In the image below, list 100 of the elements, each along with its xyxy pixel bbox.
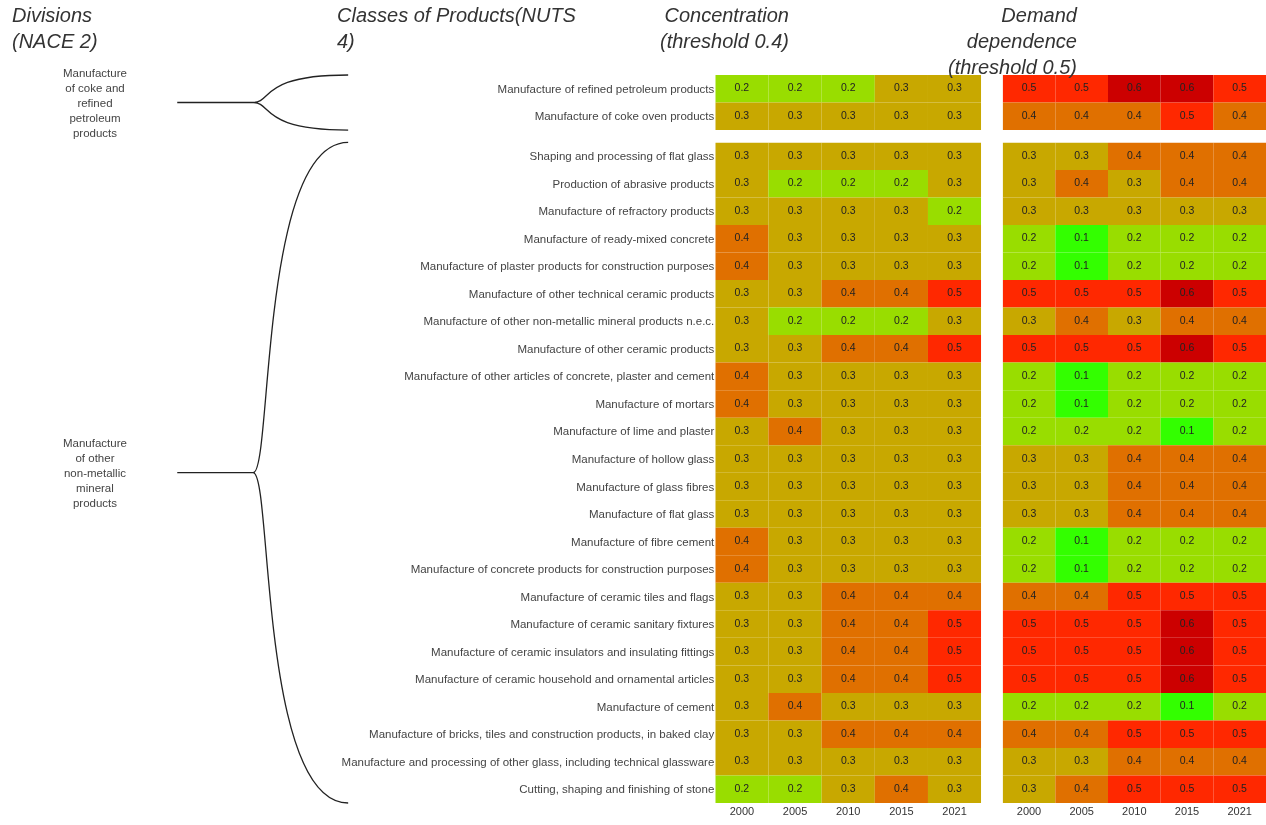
- y-tick-label: Manufacture of ceramic tiles and flags: [520, 590, 715, 603]
- data-label: 0.4: [734, 369, 750, 382]
- data-label: 0.1: [1074, 561, 1090, 574]
- data-label: 0.5: [1021, 616, 1037, 629]
- data-label: 0.3: [734, 203, 750, 216]
- data-label: 0.3: [947, 313, 963, 326]
- data-label: 0.3: [1232, 203, 1248, 216]
- data-label: 0.4: [894, 644, 909, 657]
- data-label: 0.3: [1021, 781, 1037, 794]
- text: Manufacture of other non-metallic mineral products: [63, 437, 127, 509]
- text: Manufacture of coke and refined petroleum products: [63, 67, 127, 139]
- data-label: 0.3: [894, 258, 909, 271]
- data-label: 0.2: [1127, 534, 1142, 547]
- data-label: 0.3: [734, 726, 750, 739]
- data-label: 0.6: [1127, 81, 1142, 94]
- data-label: 0.4: [840, 671, 856, 684]
- data-label: 0.4: [1179, 506, 1195, 519]
- data-label: 0.4: [1232, 148, 1248, 161]
- x-tick-label: 2021: [942, 805, 967, 817]
- data-label: 0.4: [894, 286, 909, 299]
- x-tick-label: 2015: [1174, 805, 1200, 817]
- data-label: 0.6: [1179, 644, 1195, 657]
- data-label: 0.2: [1179, 231, 1195, 244]
- data-label: 0.5: [1074, 341, 1090, 354]
- text: Classes of Products(NUTS 4): [337, 4, 577, 52]
- data-label: 0.5: [947, 286, 963, 299]
- data-label: 0.3: [734, 754, 750, 767]
- data-label: 0.3: [1021, 506, 1037, 519]
- data-label: 0.4: [1232, 176, 1248, 189]
- y-tick-label: Manufacture of bricks, tiles and construction products, in baked clay: [369, 728, 715, 741]
- data-label: 0.1: [1074, 231, 1090, 244]
- data-label: 0.3: [734, 506, 750, 519]
- data-label: 0.5: [1179, 781, 1195, 794]
- data-label: 0.4: [734, 534, 750, 547]
- data-label: 0.6: [1179, 286, 1195, 299]
- data-label: 0.5: [1232, 341, 1248, 354]
- data-label: 0.4: [894, 589, 909, 602]
- data-label: 0.2: [734, 81, 750, 94]
- data-label: 0.3: [1021, 479, 1037, 492]
- data-label: 0.4: [1179, 479, 1195, 492]
- data-label: 0.5: [1127, 286, 1142, 299]
- data-label: 0.3: [947, 424, 963, 437]
- data-label: 0.4: [1074, 108, 1090, 121]
- data-label: 0.6: [1179, 671, 1195, 684]
- data-label: 0.4: [787, 424, 803, 437]
- data-label: 0.2: [1021, 424, 1037, 437]
- x-tick-label: 2015: [889, 805, 914, 817]
- chart-title: Concentration (threshold 0.4): [660, 4, 789, 52]
- data-label: 0.4: [840, 726, 856, 739]
- data-label: 0.3: [947, 148, 963, 161]
- data-label: 0.2: [1074, 424, 1090, 437]
- data-label: 0.1: [1074, 369, 1090, 382]
- data-label: 0.3: [734, 644, 750, 657]
- data-label: 0.3: [1021, 148, 1037, 161]
- y-tick-label: Manufacture of glass fibres: [576, 480, 715, 493]
- data-label: 0.2: [1127, 699, 1142, 712]
- data-label: 0.5: [1021, 286, 1037, 299]
- data-label: 0.3: [1127, 176, 1142, 189]
- data-label: 0.5: [1021, 341, 1037, 354]
- data-label: 0.2: [1232, 424, 1248, 437]
- data-label: 0.3: [1074, 754, 1090, 767]
- data-label: 0.2: [1232, 231, 1248, 244]
- data-label: 0.5: [1232, 286, 1248, 299]
- data-label: 0.3: [787, 616, 803, 629]
- data-label: 0.5: [1232, 81, 1248, 94]
- y-tick-label: Manufacture of refined petroleum products: [497, 82, 715, 95]
- data-label: 0.2: [1074, 699, 1090, 712]
- data-label: 0.5: [1074, 81, 1090, 94]
- data-label: 0.3: [734, 699, 750, 712]
- y-tick-label: Manufacture of flat glass: [588, 508, 715, 521]
- data-label: 0.4: [1179, 176, 1195, 189]
- data-label: 0.4: [840, 589, 856, 602]
- data-label: 0.3: [1074, 203, 1090, 216]
- data-label: 0.3: [734, 176, 750, 189]
- data-label: 0.6: [1179, 616, 1195, 629]
- data-label: 0.3: [840, 396, 856, 409]
- data-label: 0.5: [1179, 589, 1195, 602]
- data-label: 0.3: [1074, 451, 1090, 464]
- data-label: 0.4: [894, 781, 909, 794]
- data-label: 0.3: [734, 148, 750, 161]
- data-label: 0.3: [787, 148, 803, 161]
- data-label: 0.2: [840, 81, 856, 94]
- data-label: 0.3: [787, 369, 803, 382]
- data-label: 0.3: [787, 561, 803, 574]
- data-label: 0.3: [787, 286, 803, 299]
- data-label: 0.5: [1127, 781, 1142, 794]
- x-tick-label: 2005: [1069, 805, 1094, 817]
- data-label: 0.2: [1127, 561, 1142, 574]
- data-label: 0.2: [1021, 258, 1037, 271]
- data-label: 0.4: [1127, 479, 1142, 492]
- data-label: 0.3: [1021, 754, 1037, 767]
- data-label: 0.5: [1127, 644, 1142, 657]
- data-label: 0.5: [1232, 781, 1248, 794]
- data-label: 0.4: [894, 341, 909, 354]
- y-tick-label: Manufacture and processing of other glass, including technical glassware: [341, 755, 715, 768]
- data-label: 0.1: [1179, 424, 1195, 437]
- data-label: 0.3: [840, 699, 856, 712]
- data-label: 0.3: [840, 424, 856, 437]
- data-label: 0.2: [1021, 561, 1037, 574]
- x-tick-label: 2010: [1122, 805, 1147, 817]
